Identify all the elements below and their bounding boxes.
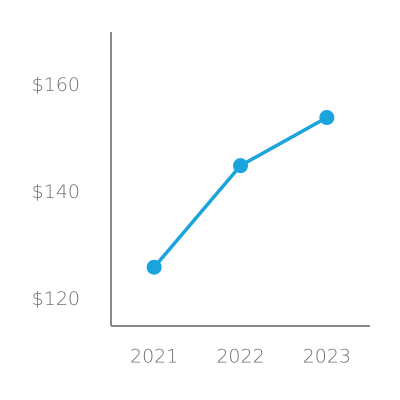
point: [319, 110, 335, 126]
x-tick-label: 2022: [216, 346, 264, 368]
y-tick-label: $140: [32, 181, 80, 203]
point: [146, 259, 162, 275]
x-tick-label: 2023: [303, 346, 351, 368]
point: [233, 158, 248, 174]
line: [152, 115, 328, 269]
y-tick-label: $120: [32, 288, 80, 310]
y-tick-label: $160: [32, 74, 80, 96]
x-tick-label: 2021: [130, 346, 178, 368]
